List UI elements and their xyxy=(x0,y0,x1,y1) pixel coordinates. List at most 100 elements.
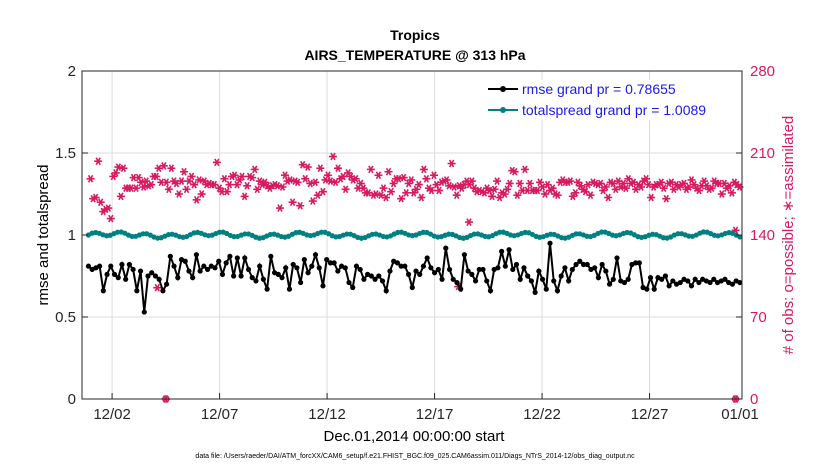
obs-assimilated-point xyxy=(293,178,302,187)
rmse-point xyxy=(301,257,307,263)
obs-assimilated-point xyxy=(104,204,113,212)
y2-tick-label: 140 xyxy=(750,227,775,244)
rmse-point xyxy=(502,263,508,269)
rmse-point xyxy=(204,266,211,273)
obs-assimilated-point xyxy=(132,184,141,193)
obs-star-stroke xyxy=(135,173,142,182)
obs-assimilated-point xyxy=(488,192,497,201)
obs-star-stroke xyxy=(703,181,710,190)
rmse-point xyxy=(231,273,237,279)
obs-assimilated-point xyxy=(230,171,239,180)
obs-assimilated-point xyxy=(286,176,295,184)
obs-star-stroke xyxy=(383,193,389,202)
totalspread-point xyxy=(344,231,350,237)
obs-star-stroke xyxy=(542,190,548,198)
rmse-point xyxy=(580,261,587,268)
obs-assimilated-point xyxy=(596,179,605,188)
obs-star-stroke xyxy=(166,185,172,194)
rmse-point xyxy=(692,276,698,282)
rmse-point xyxy=(573,261,579,268)
obs-assimilated-point xyxy=(278,183,287,191)
obs-star-stroke xyxy=(416,180,422,189)
obs-assimilated-point xyxy=(91,193,100,202)
obs-star-stroke xyxy=(378,191,384,200)
obs-assimilated-point xyxy=(248,173,257,182)
obs-assimilated-point xyxy=(222,187,231,196)
obs-star-stroke xyxy=(143,177,149,185)
rmse-point xyxy=(636,260,642,266)
obs-star-stroke xyxy=(214,158,220,167)
rmse-point xyxy=(294,265,300,271)
obs-assimilated-point xyxy=(116,192,125,201)
obs-star-stroke xyxy=(454,191,460,200)
obs-assimilated-point xyxy=(197,190,206,198)
obs-assimilated-point xyxy=(195,176,204,184)
rmse-point xyxy=(353,263,360,269)
obs-assimilated-point xyxy=(96,198,105,207)
obs-assimilated-point xyxy=(467,177,476,185)
rmse-point xyxy=(394,260,400,266)
rmse-point xyxy=(227,253,233,259)
rmse-point xyxy=(141,309,147,315)
obs-star-stroke xyxy=(716,179,722,188)
obs-star-stroke xyxy=(138,178,144,187)
obs-star-stroke xyxy=(158,178,164,187)
obs-assimilated-point xyxy=(328,152,337,161)
obs-star-stroke xyxy=(345,169,351,177)
obs-star-stroke xyxy=(340,172,346,181)
obs-assimilated-point xyxy=(586,191,595,200)
obs-assimilated-point xyxy=(727,188,736,197)
obs-star-stroke xyxy=(310,197,316,205)
rmse-point xyxy=(566,278,572,284)
rmse-point xyxy=(402,263,408,269)
obs-star-stroke xyxy=(517,179,523,188)
legend-spread-marker xyxy=(500,107,506,113)
rmse-point xyxy=(547,240,553,246)
obs-star-stroke xyxy=(643,174,649,183)
obs-star-stroke xyxy=(315,191,321,200)
obs-assimilated-point xyxy=(382,193,391,202)
rmse-point xyxy=(476,266,482,273)
obs-star-stroke xyxy=(161,162,167,170)
obs-star-stroke xyxy=(567,177,574,185)
rmse-point xyxy=(446,266,453,273)
y2-tick-label: 70 xyxy=(750,309,767,326)
legend: rmse grand pr = 0.78655 totalspread gran… xyxy=(482,80,736,120)
obs-star-stroke xyxy=(176,190,182,198)
obs-star-stroke xyxy=(92,193,99,202)
rmse-point xyxy=(312,252,319,258)
obs-assimilated-point xyxy=(541,190,550,198)
obs-star-stroke xyxy=(645,180,652,189)
rmse-point xyxy=(223,260,229,266)
rmse-point xyxy=(450,276,456,282)
obs-star-stroke xyxy=(196,176,202,184)
rmse-point xyxy=(186,268,192,274)
obs-star-stroke xyxy=(277,204,283,212)
obs-star-stroke xyxy=(168,164,175,173)
rmse-point xyxy=(469,271,475,277)
obs-star-stroke xyxy=(115,163,122,171)
legend-rmse-label: rmse grand pr = 0.78655 xyxy=(522,81,676,97)
obs-assimilated-point xyxy=(447,159,456,168)
rmse-point xyxy=(633,260,639,266)
rmse-point xyxy=(298,279,304,286)
obs-star-stroke xyxy=(241,192,248,201)
x-axis: 12/02 12/07 12/12 12/17 12/22 12/27 01/01 xyxy=(93,393,759,423)
totalspread-point xyxy=(675,231,681,237)
rmse-point xyxy=(569,266,575,273)
obs-assimilated-point xyxy=(177,177,186,185)
obs-star-stroke xyxy=(257,177,263,185)
obs-star-stroke xyxy=(658,178,664,187)
obs-assimilated-point xyxy=(313,191,322,200)
rmse-point xyxy=(123,276,129,282)
rmse-point xyxy=(182,258,188,264)
rmse-point xyxy=(528,278,535,284)
obs-assimilated-point xyxy=(351,174,360,183)
rmse-point xyxy=(662,273,669,279)
obs-star-stroke xyxy=(549,184,556,193)
obs-assimilated-point xyxy=(238,172,247,181)
rmse-point xyxy=(543,286,549,292)
rmse-point xyxy=(495,265,501,271)
obs-star-stroke xyxy=(347,172,354,181)
rmse-point xyxy=(219,271,226,277)
